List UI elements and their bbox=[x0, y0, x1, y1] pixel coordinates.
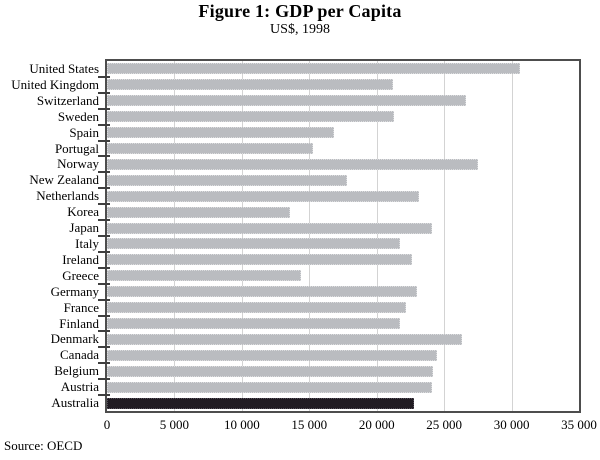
y-axis-labels: United States United Kingdom Switzerland Sw… bbox=[0, 59, 102, 413]
y-axis-tick bbox=[98, 187, 110, 190]
y-tick-label-portugal: Portugal bbox=[54, 140, 99, 156]
bar-spain bbox=[107, 127, 334, 139]
chart-title: Figure 1: GDP per Capita bbox=[198, 1, 402, 21]
y-tick-label-norway: Norway bbox=[57, 156, 99, 172]
y-tick-label-canada: Canada bbox=[60, 347, 99, 363]
y-axis-tick bbox=[98, 155, 110, 158]
bar-netherlands bbox=[107, 190, 419, 202]
y-axis-tick bbox=[98, 91, 110, 94]
y-axis-tick bbox=[98, 266, 110, 269]
y-tick-label-australia: Australia bbox=[51, 395, 99, 411]
chart-subtitle: US$, 1998 bbox=[270, 22, 330, 37]
y-tick-label-belgium: Belgium bbox=[54, 363, 99, 379]
x-tick-label-0: 0 bbox=[103, 417, 111, 432]
y-axis-tick bbox=[98, 250, 110, 253]
y-axis-tick bbox=[98, 171, 110, 174]
bar-belgium bbox=[107, 365, 434, 377]
y-tick-label-germany: Germany bbox=[50, 283, 99, 299]
y-axis-tick bbox=[98, 330, 110, 333]
bar-canada bbox=[107, 349, 438, 361]
bar-sweden bbox=[107, 111, 395, 123]
x-axis-labels: 0 5 000 10 000 15 000 20 000 25 000 30 000 35 0… bbox=[103, 417, 597, 433]
y-axis-tick bbox=[98, 123, 110, 126]
x-tick-label-30000: 30 000 bbox=[493, 417, 530, 432]
bar-portugal bbox=[107, 143, 314, 154]
x-tick-label-5000: 5 000 bbox=[159, 417, 190, 432]
y-tick-label-japan: Japan bbox=[69, 220, 99, 236]
x-tick-label-10000: 10 000 bbox=[223, 417, 260, 432]
y-axis-tick bbox=[98, 282, 110, 285]
y-axis-tick bbox=[98, 139, 110, 142]
bar-finland bbox=[107, 318, 400, 329]
y-axis-tick bbox=[98, 75, 110, 78]
y-tick-label-france: France bbox=[63, 299, 99, 315]
x-tick-label-15000: 15 000 bbox=[291, 417, 328, 432]
y-tick-label-austria: Austria bbox=[60, 379, 99, 395]
bar-switzerland bbox=[107, 95, 466, 107]
y-tick-label-ireland: Ireland bbox=[62, 251, 99, 267]
bar-australia bbox=[107, 397, 415, 409]
bar-united-states bbox=[107, 63, 520, 75]
x-tick-label-25000: 25 000 bbox=[426, 417, 463, 432]
y-tick-label-spain: Spain bbox=[69, 124, 99, 140]
y-tick-label-denmark: Denmark bbox=[50, 331, 99, 347]
y-tick-label-greece: Greece bbox=[62, 267, 99, 283]
y-tick-label-united-states: United States bbox=[29, 60, 99, 76]
bar-korea bbox=[107, 206, 291, 218]
gridline-15000 bbox=[309, 61, 311, 411]
y-tick-label-netherlands: Netherlands bbox=[36, 188, 99, 204]
y-axis-tick bbox=[98, 394, 110, 397]
bar-norway bbox=[107, 158, 478, 170]
y-tick-label-korea: Korea bbox=[67, 204, 99, 220]
y-tick-label-italy: Italy bbox=[75, 235, 99, 251]
gridline-25000 bbox=[444, 61, 446, 411]
gridline-10000 bbox=[241, 61, 243, 411]
y-tick-label-new-zealand: New Zealand bbox=[29, 172, 99, 188]
bar-austria bbox=[107, 381, 432, 393]
x-tick-label-35000: 35 000 bbox=[561, 417, 597, 432]
gridline-5000 bbox=[174, 61, 176, 411]
y-axis-tick bbox=[98, 235, 110, 237]
y-tick-label-sweden: Sweden bbox=[57, 108, 99, 124]
bar-germany bbox=[107, 286, 418, 298]
x-tick-label-20000: 20 000 bbox=[358, 417, 395, 432]
bar-new-zealand bbox=[107, 174, 348, 186]
plot-area bbox=[105, 59, 581, 413]
y-axis-tick bbox=[98, 362, 110, 365]
y-axis-tick bbox=[98, 378, 110, 381]
y-axis-tick bbox=[98, 298, 110, 301]
y-axis-tick bbox=[98, 203, 110, 206]
bar-united-kingdom bbox=[107, 79, 393, 91]
source-note: Source: OECD bbox=[4, 438, 83, 453]
gridline-20000 bbox=[376, 61, 378, 411]
y-tick-label-united-kingdom: United Kingdom bbox=[11, 76, 99, 92]
gridline-30000 bbox=[511, 61, 513, 411]
bar-denmark bbox=[107, 333, 462, 345]
y-axis-tick bbox=[98, 346, 110, 349]
y-tick-label-switzerland: Switzerland bbox=[36, 92, 99, 108]
bar-japan bbox=[107, 222, 432, 234]
bar-ireland bbox=[107, 254, 412, 266]
y-tick-label-finland: Finland bbox=[59, 315, 99, 331]
y-axis-tick bbox=[98, 314, 110, 317]
y-axis-tick bbox=[98, 219, 110, 222]
y-axis-tick bbox=[98, 107, 110, 110]
bar-france bbox=[107, 302, 407, 314]
bar-italy bbox=[107, 238, 400, 250]
bar-greece bbox=[107, 270, 302, 282]
